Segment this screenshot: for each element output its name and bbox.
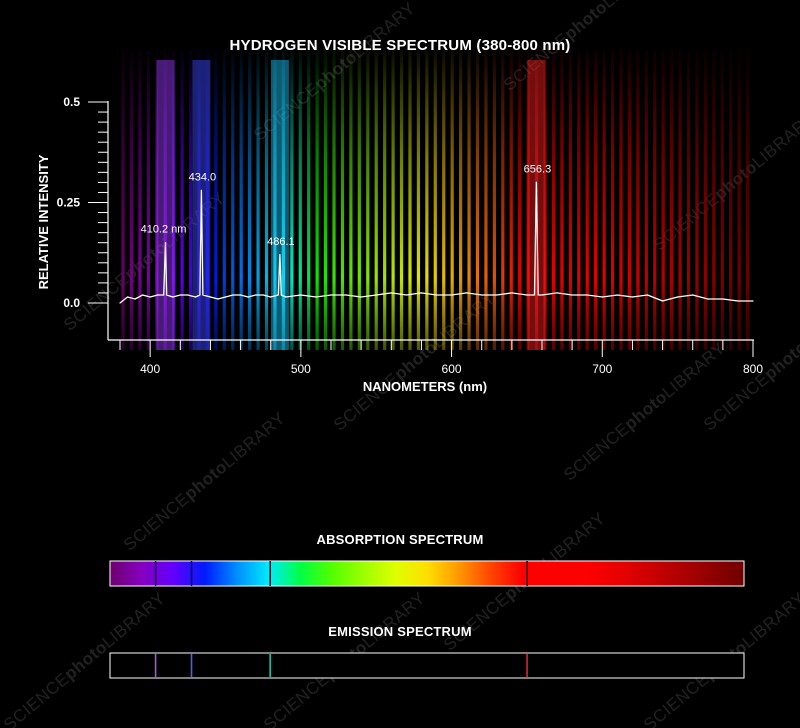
trace-point (556, 292, 558, 294)
trace-point (280, 294, 282, 296)
emission-spectrum-bar (109, 652, 745, 679)
trace-point (677, 296, 679, 298)
trace-point (390, 292, 392, 294)
absorption-spectrum-bar (109, 560, 745, 587)
trace-point (217, 298, 219, 300)
trace-point (571, 294, 573, 296)
peak-label-1: 434.0 (189, 171, 217, 183)
trace-point (646, 294, 649, 296)
trace-point (511, 292, 513, 294)
trace-point (533, 294, 536, 296)
x-tick-label: 600 (442, 362, 462, 376)
trace-point (119, 302, 121, 304)
trace-point (722, 298, 724, 300)
peak-label-0: 410.2 nm (141, 224, 187, 236)
chart-title: HYDROGEN VISIBLE SPECTRUM (380-800 nm) (229, 37, 571, 54)
y-tick-label: 0.25 (57, 196, 81, 210)
trace-point (631, 296, 634, 298)
x-tick-label: 400 (140, 362, 160, 376)
trace-point (481, 294, 483, 296)
trace-point (707, 298, 709, 300)
trace-point (661, 300, 664, 302)
trace-point (164, 242, 167, 244)
trace-point (586, 294, 588, 296)
trace-point (247, 296, 249, 298)
trace-point (142, 294, 144, 296)
trace-point (435, 294, 438, 296)
x-tick-label: 700 (592, 362, 612, 376)
trace-point (752, 300, 754, 302)
trace-point (616, 294, 618, 296)
trace-point (375, 294, 377, 296)
trace-point (202, 294, 204, 296)
trace-point (300, 294, 302, 296)
trace-point (149, 296, 151, 298)
emission-frame (109, 652, 745, 679)
trace-point (330, 294, 332, 296)
trace-point (209, 296, 212, 298)
trace-point (285, 296, 287, 298)
trace-point (360, 296, 362, 298)
y-axis-label: RELATIVE INTENSITY (36, 154, 51, 289)
trace-point (134, 298, 136, 300)
trace-point (315, 296, 317, 298)
trace-point (526, 294, 528, 296)
trace-point (224, 296, 227, 298)
absorption-title: ABSORPTION SPECTRUM (316, 532, 484, 547)
trace-point (737, 300, 739, 302)
trace-point (420, 292, 423, 294)
trace-point (262, 294, 264, 296)
trace-point (270, 296, 272, 298)
trace-point (601, 296, 603, 298)
trace-point (450, 294, 453, 296)
trace-point (255, 294, 257, 296)
trace-point (692, 294, 694, 296)
x-axis-label: NANOMETERS (nm) (363, 379, 487, 394)
trace-point (194, 296, 196, 298)
peak-glow-2 (270, 60, 289, 350)
absorption-gradient (109, 560, 745, 587)
trace-point (239, 294, 242, 296)
rainbow-backdrop (121, 50, 750, 350)
trace-point (187, 294, 189, 296)
trace-point (126, 296, 129, 298)
peak-labels: 410.2 nm 434.0 486.1 656.3 (141, 163, 552, 247)
trace-point (466, 292, 468, 294)
trace-point (537, 294, 539, 296)
emission-title: EMISSION SPECTRUM (328, 624, 472, 639)
trace-point (163, 294, 165, 296)
y-tick-label: 0.0 (63, 296, 80, 310)
x-tick-label: 800 (743, 362, 763, 376)
trace-point (200, 189, 202, 192)
x-tick-label: 500 (291, 362, 311, 376)
trace-point (496, 294, 498, 296)
chart-axes: 0.0 0.25 0.5 400 500 600 700 800 (57, 95, 764, 376)
peak-glow-0 (156, 60, 175, 350)
peak-label-2: 486.1 (267, 236, 295, 248)
trace-point (172, 296, 174, 298)
trace-point (199, 294, 201, 296)
peak-label-3: 656.3 (524, 163, 552, 175)
trace-point (541, 294, 543, 296)
trace-point (535, 181, 538, 183)
trace-point (277, 294, 279, 296)
y-tick-label: 0.5 (63, 95, 80, 109)
trace-point (405, 294, 407, 296)
trace-point (279, 254, 281, 256)
intensity-trace-group (119, 181, 754, 304)
trace-point (179, 294, 181, 296)
trace-point (232, 294, 234, 296)
trace-point (345, 294, 347, 296)
trace-point (166, 294, 168, 296)
trace-point (157, 294, 159, 296)
